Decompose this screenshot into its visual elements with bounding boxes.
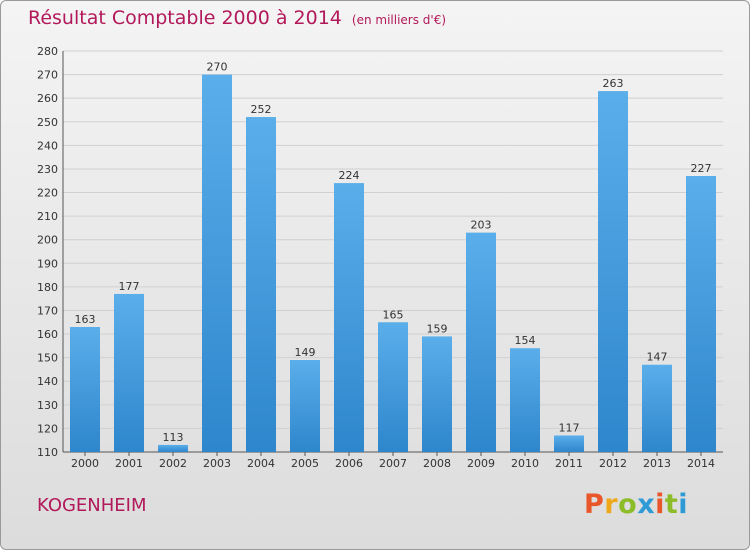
bar-2013 bbox=[642, 364, 672, 452]
bar-2012 bbox=[598, 91, 628, 452]
bar-2009 bbox=[466, 232, 496, 452]
chart-title-main: Résultat Comptable 2000 à 2014 bbox=[28, 7, 342, 29]
logo-letter: i bbox=[655, 489, 665, 520]
y-tick-label: 280 bbox=[37, 45, 58, 58]
data-label-2009: 203 bbox=[471, 219, 492, 232]
bar-2008 bbox=[422, 336, 452, 452]
chart-title: Résultat Comptable 2000 à 2014 (en millie… bbox=[28, 7, 446, 29]
bar-2002 bbox=[158, 444, 188, 452]
data-label-2002: 113 bbox=[163, 431, 184, 444]
y-tick-label: 190 bbox=[37, 257, 58, 270]
data-label-2006: 224 bbox=[339, 169, 360, 182]
x-tick-label: 2004 bbox=[247, 457, 275, 470]
data-label-2014: 227 bbox=[691, 162, 712, 175]
bar-2010 bbox=[510, 348, 540, 452]
data-label-2008: 159 bbox=[427, 322, 448, 335]
data-label-2010: 154 bbox=[515, 334, 536, 347]
data-label-2007: 165 bbox=[383, 308, 404, 321]
bar-2004 bbox=[246, 117, 276, 452]
bar-2001 bbox=[114, 293, 144, 452]
data-label-2011: 117 bbox=[559, 421, 580, 434]
y-tick-label: 270 bbox=[37, 69, 58, 82]
x-tick-label: 2006 bbox=[335, 457, 363, 470]
x-tick-label: 2014 bbox=[687, 457, 715, 470]
x-tick-label: 2012 bbox=[599, 457, 627, 470]
x-tick-label: 2001 bbox=[115, 457, 143, 470]
y-tick-label: 140 bbox=[37, 375, 58, 388]
x-tick-label: 2011 bbox=[555, 457, 583, 470]
logo-letter: P bbox=[584, 489, 605, 520]
commune-name: KOGENHEIM bbox=[37, 495, 147, 516]
y-tick-label: 110 bbox=[37, 446, 58, 459]
bar-2000 bbox=[70, 326, 100, 452]
chart-subtitle: (en milliers d'€) bbox=[351, 13, 447, 27]
y-tick-label: 250 bbox=[37, 116, 58, 129]
logo-letter: i bbox=[678, 489, 689, 520]
x-tick-label: 2005 bbox=[291, 457, 319, 470]
y-tick-label: 260 bbox=[37, 92, 58, 105]
x-tick-label: 2009 bbox=[467, 457, 495, 470]
bar-2005 bbox=[290, 360, 320, 452]
y-tick-label: 130 bbox=[37, 399, 58, 412]
y-tick-label: 120 bbox=[37, 422, 58, 435]
data-label-2013: 147 bbox=[647, 351, 668, 364]
x-tick-label: 2002 bbox=[159, 457, 187, 470]
x-tick-label: 2010 bbox=[511, 457, 539, 470]
data-label-2001: 177 bbox=[119, 280, 140, 293]
proxiti-logo: Proxiti bbox=[584, 489, 688, 520]
y-tick-label: 240 bbox=[37, 139, 58, 152]
logo-letter: r bbox=[604, 489, 619, 520]
x-tick-labels: 2000 2001 2002 2003 2004 2005 2006 2007 2008 2009… bbox=[71, 457, 715, 470]
data-labels: 163 177 113 270 252 149 224 165 159 203 154 117 263 1… bbox=[75, 61, 712, 444]
bar-2011 bbox=[554, 435, 584, 452]
y-tick-label: 210 bbox=[37, 210, 58, 223]
bar-2007 bbox=[378, 322, 408, 452]
bar-2006 bbox=[334, 183, 364, 452]
y-tick-label: 230 bbox=[37, 163, 58, 176]
y-tick-label: 180 bbox=[37, 281, 58, 294]
x-tick-label: 2013 bbox=[643, 457, 671, 470]
y-tick-label: 160 bbox=[37, 328, 58, 341]
x-tick-label: 2008 bbox=[423, 457, 451, 470]
logo-letter: x bbox=[637, 489, 656, 520]
y-tick-label: 200 bbox=[37, 234, 58, 247]
x-tick-label: 2003 bbox=[203, 457, 231, 470]
data-label-2005: 149 bbox=[295, 346, 316, 359]
bar-2014 bbox=[686, 176, 716, 453]
data-label-2003: 270 bbox=[207, 61, 228, 74]
y-tick-label: 150 bbox=[37, 352, 58, 365]
y-tick-label: 220 bbox=[37, 187, 58, 200]
logo-letter: o bbox=[618, 489, 638, 520]
y-tick-label: 170 bbox=[37, 304, 58, 317]
bars bbox=[70, 74, 716, 453]
data-label-2004: 252 bbox=[251, 103, 272, 116]
x-tick-label: 2007 bbox=[379, 457, 407, 470]
x-tick-label: 2000 bbox=[71, 457, 99, 470]
data-label-2012: 263 bbox=[603, 77, 624, 90]
y-tick-labels: 110 120 130 140 150 160 170 180 190 200 210 220 230 2… bbox=[37, 45, 58, 459]
logo-letter: t bbox=[664, 489, 679, 520]
bar-2003 bbox=[202, 74, 232, 453]
data-label-2000: 163 bbox=[75, 313, 96, 326]
